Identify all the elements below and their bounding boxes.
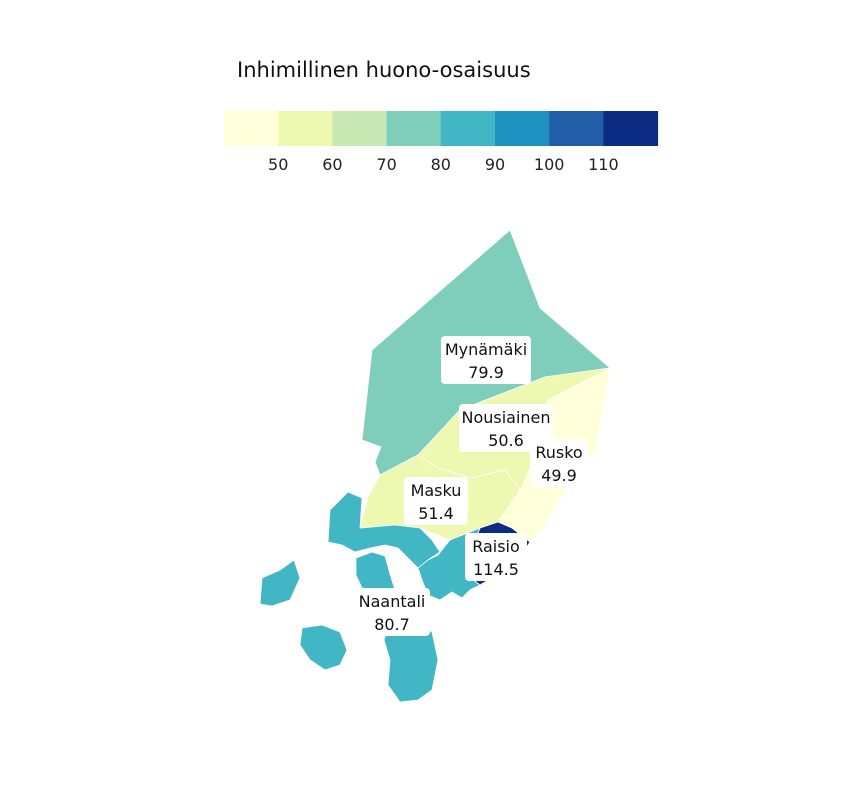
legend-tick-label: 100 [534,155,565,174]
legend-bin-6 [549,111,604,146]
legend-bin-5 [495,111,550,146]
region-name: Raisio [472,537,520,556]
legend-bin-1 [278,111,333,146]
legend-tick-label: 90 [485,155,505,174]
region-label-nousiainen: Nousiainen 50.6 [459,404,553,452]
label-box [354,588,430,636]
legend-tick-label: 70 [376,155,396,174]
legend: Inhimillinen huono-osaisuus 50 60 70 80 90 10… [224,58,659,174]
legend-tick-label: 60 [322,155,342,174]
region-value: 79.9 [468,363,504,382]
legend-colorbar [224,111,659,146]
region-value: 49.9 [541,466,577,485]
region-value: 50.6 [488,431,524,450]
label-box [530,439,588,487]
legend-bin-3 [386,111,442,146]
region-value: 51.4 [418,504,454,523]
legend-bin-7 [603,111,659,146]
label-box [459,404,553,452]
region-name: Nousiainen [461,408,550,427]
label-box [404,477,468,525]
region-label-masku: Masku 51.4 [404,477,468,525]
region-label-raisio: Raisio 114.5 [465,533,527,581]
map-labels: Mynämäki 79.9 Nousiainen 50.6 Rusko 49.9 Masku… [354,336,588,636]
region-label-naantali: Naantali 80.7 [354,588,430,636]
legend-bin-0 [224,111,279,146]
region-label-mynamaki: Mynämäki 79.9 [441,336,531,384]
legend-tick-label: 50 [268,155,288,174]
region-value: 114.5 [473,560,519,579]
region-name: Masku [411,481,462,500]
legend-ticks: 50 60 70 80 90 100 110 [268,155,619,174]
legend-title: Inhimillinen huono-osaisuus [237,58,531,82]
label-box [441,336,531,384]
region-name: Naantali [359,592,426,611]
region-name: Mynämäki [445,340,527,359]
region-value: 80.7 [374,615,410,634]
region-name: Rusko [535,443,582,462]
region-label-rusko: Rusko 49.9 [530,439,588,487]
label-box [465,533,527,581]
legend-tick-label: 80 [431,155,451,174]
legend-bin-4 [440,111,496,146]
legend-tick-label: 110 [588,155,619,174]
legend-bin-2 [332,111,388,146]
